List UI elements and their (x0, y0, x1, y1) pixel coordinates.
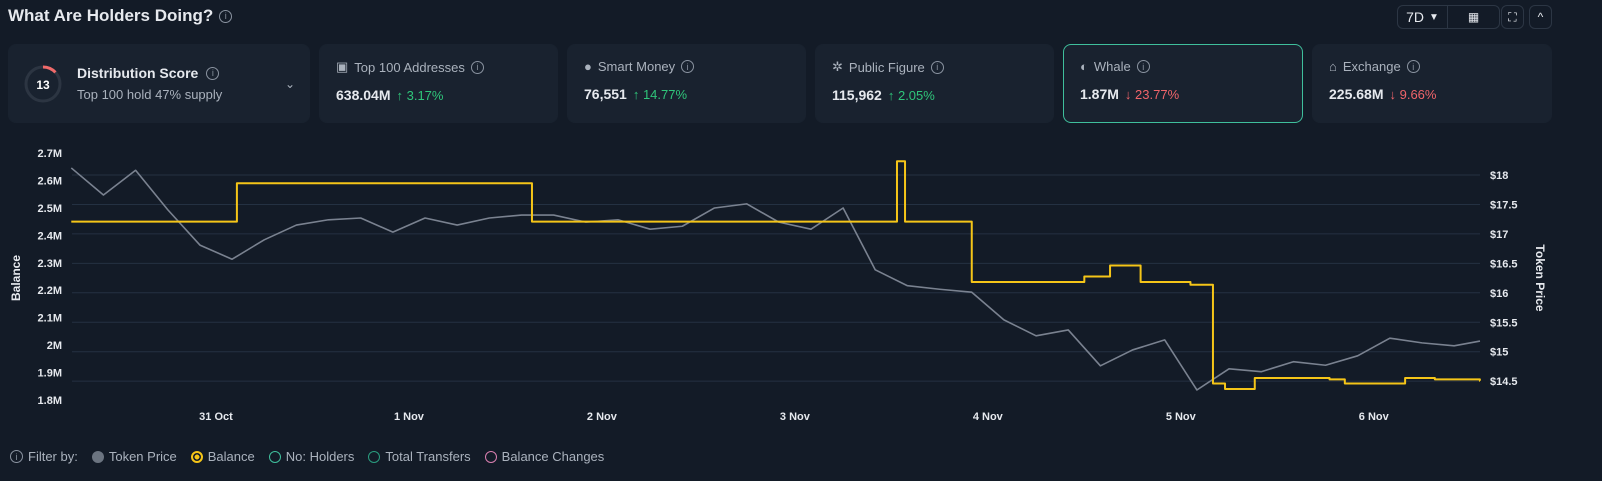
filter-bar: i Filter by: Token Price Balance No: Holder… (10, 449, 604, 464)
info-icon[interactable]: i (206, 66, 220, 80)
left-tick-label: 2.5M (38, 203, 62, 215)
timeframe-select[interactable]: 7D ▼ (1398, 6, 1448, 28)
card-whale[interactable]: ◐ Whale i 1.87M ↓ 23.77% (1063, 44, 1303, 123)
series-line-token-price (70, 167, 1481, 391)
left-tick-label: 2.4M (38, 230, 62, 242)
left-axis-label: Balance (9, 255, 23, 301)
x-tick-label: 6 Nov (1359, 411, 1390, 423)
collapse-button[interactable]: ^ (1529, 5, 1552, 29)
right-axis-label: Token Price (1533, 244, 1547, 311)
radio-icon (190, 450, 203, 463)
left-tick-label: 2M (47, 340, 62, 352)
left-tick-label: 2.7M (38, 148, 62, 160)
smart-money-icon: ● (584, 59, 592, 74)
info-icon[interactable]: i (470, 60, 484, 74)
whale-icon: ◐ (1080, 59, 1088, 74)
card-smart-money[interactable]: ● Smart Money i 76,551 ↑ 14.77% (567, 44, 806, 123)
filter-balance-changes[interactable]: Balance Changes (484, 449, 604, 464)
svg-text:13: 13 (36, 78, 50, 92)
right-tick-label: $17 (1490, 229, 1508, 241)
distribution-score-card[interactable]: 13 Distribution Score i Top 100 hold 47% … (8, 44, 310, 123)
right-tick-label: $17.5 (1490, 199, 1518, 211)
info-icon[interactable]: i (1406, 60, 1420, 73)
calendar-icon[interactable]: ▦ (1467, 10, 1480, 24)
timeframe-control: 7D ▼ ▦ (1397, 5, 1500, 29)
card-public-figure[interactable]: ✲ Public Figure i 115,962 ↑ 2.05% (815, 44, 1054, 123)
card-top-100-addresses[interactable]: ▣ Top 100 Addresses i 638.04M ↑ 3.17% (319, 44, 558, 123)
radio-icon (268, 450, 281, 463)
filter-balance[interactable]: Balance (190, 449, 255, 464)
expand-icon: ⛶ (1508, 9, 1517, 24)
right-tick-label: $16.5 (1490, 258, 1518, 270)
info-icon[interactable]: i (219, 9, 233, 23)
x-tick-label: 2 Nov (587, 411, 618, 423)
x-tick-label: 4 Nov (973, 411, 1004, 423)
left-tick-label: 2.1M (38, 313, 62, 325)
filter-no-holders[interactable]: No: Holders (268, 449, 354, 464)
left-tick-label: 2.2M (38, 285, 62, 297)
page-title: What Are Holders Doing? i (8, 6, 233, 26)
left-tick-label: 2.3M (38, 258, 62, 270)
filter-token-price[interactable]: Token Price (91, 449, 177, 464)
public-figure-icon: ✲ (832, 59, 843, 74)
info-icon[interactable]: i (1136, 60, 1150, 73)
score-gauge: 13 (24, 65, 62, 102)
left-tick-label: 1.9M (38, 368, 62, 380)
radio-icon (368, 450, 381, 463)
filter-total-transfers[interactable]: Total Transfers (368, 449, 471, 464)
right-tick-label: $18 (1490, 170, 1508, 182)
x-tick-label: 31 Oct (199, 411, 233, 423)
left-tick-label: 2.6M (38, 175, 62, 187)
info-icon[interactable]: i (930, 60, 944, 74)
right-tick-label: $15 (1490, 347, 1508, 359)
right-tick-label: $15.5 (1490, 317, 1518, 329)
x-tick-label: 3 Nov (780, 411, 811, 423)
series-line-balance (71, 160, 1481, 391)
chevron-down-icon[interactable]: ⌄ (284, 76, 295, 91)
info-icon[interactable]: i (10, 450, 23, 463)
radio-icon (484, 450, 497, 463)
info-icon[interactable]: i (681, 60, 695, 73)
x-tick-label: 1 Nov (394, 411, 425, 423)
card-exchange[interactable]: ⌂ Exchange i 225.68M ↓ 9.66% (1312, 44, 1552, 123)
chevron-up-icon: ^ (1537, 10, 1544, 24)
holders-chart: $14.5 $15 $15.5 $16 $16.5 $17 $17.5 $18 1.8M 1.9M… (9, 148, 1547, 423)
bank-icon: ⌂ (1329, 59, 1337, 74)
x-tick-label: 5 Nov (1166, 411, 1197, 423)
wallet-icon: ▣ (336, 59, 349, 74)
fullscreen-button[interactable]: ⛶ (1501, 5, 1524, 29)
radio-icon (91, 450, 104, 463)
right-tick-label: $16 (1490, 288, 1508, 300)
caret-down-icon: ▼ (1429, 11, 1439, 23)
right-tick-label: $14.5 (1490, 376, 1518, 388)
holder-cards: 13 Distribution Score i Top 100 hold 47% … (8, 44, 1552, 123)
left-tick-label: 1.8M (38, 395, 62, 407)
